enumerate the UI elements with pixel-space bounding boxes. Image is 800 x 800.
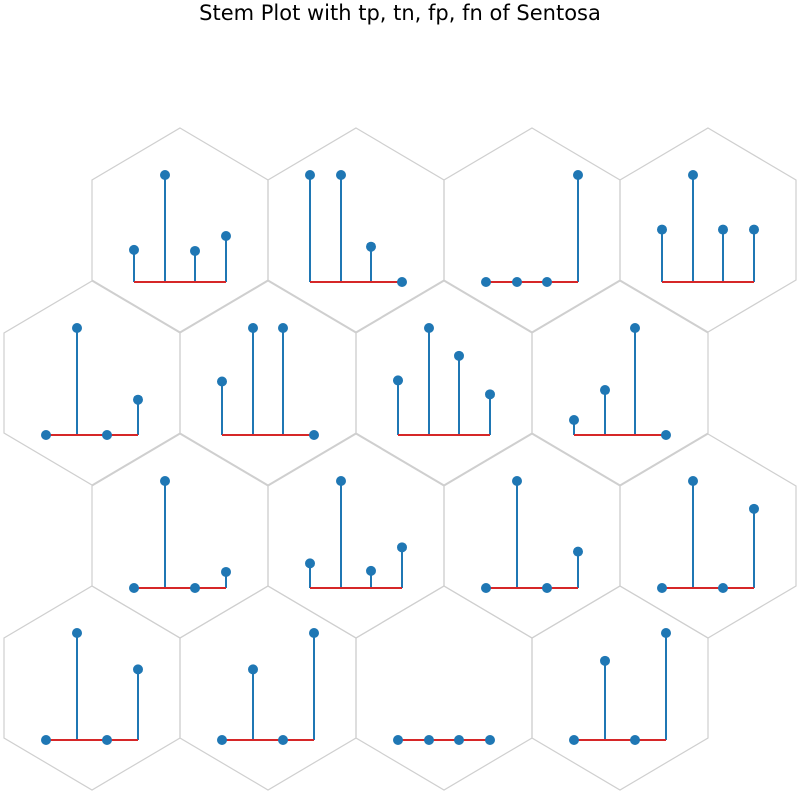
stem-marker (393, 735, 403, 745)
hexagon-frame (3, 585, 181, 791)
stem-marker (72, 628, 82, 638)
stem-cell (619, 433, 797, 639)
stem-marker (160, 170, 170, 180)
stem-marker (102, 430, 112, 440)
stem-marker (397, 542, 407, 553)
stem-marker (661, 628, 671, 638)
hexagon-frame (619, 127, 797, 333)
stem-marker (366, 241, 376, 252)
stem-marker (221, 230, 231, 241)
hexagon-frame (531, 585, 709, 791)
stem-marker (454, 735, 464, 745)
stem-marker (133, 664, 143, 675)
hexagon-frame (355, 585, 533, 791)
hexagon-frame (179, 280, 357, 486)
stem-marker (573, 170, 583, 180)
hexagon-frame (91, 127, 269, 333)
stem-marker (160, 476, 170, 486)
stem-marker (512, 476, 522, 486)
stem-marker (688, 476, 698, 486)
stem-marker (129, 244, 139, 255)
stem-marker (305, 170, 315, 180)
stem-marker (393, 375, 403, 386)
stem-marker (718, 583, 728, 593)
stem-marker (309, 628, 319, 638)
stem-marker (485, 735, 495, 745)
stem-marker (661, 430, 671, 440)
stem-cell (443, 127, 621, 333)
stem-cell (179, 585, 357, 791)
stem-marker (41, 430, 51, 440)
stem-marker (190, 583, 200, 593)
stem-marker (305, 558, 315, 569)
stem-marker (749, 503, 759, 514)
stem-marker (657, 583, 667, 593)
hexagon-frame (443, 127, 621, 333)
stem-marker (248, 323, 258, 333)
stem-cell (267, 433, 445, 639)
stem-cell (3, 280, 181, 486)
hexagon-frame (3, 280, 181, 486)
chart-title: Stem Plot with tp, tn, fp, fn of Sentosa (199, 1, 601, 25)
stem-marker (512, 277, 522, 287)
stem-cell (443, 433, 621, 639)
hexagon-frame (267, 433, 445, 639)
stem-marker (424, 735, 434, 745)
stem-marker (190, 245, 200, 256)
hexagon-frame (91, 433, 269, 639)
stem-marker (485, 389, 495, 400)
stem-cell (531, 585, 709, 791)
stem-marker (542, 277, 552, 287)
stem-marker (336, 476, 346, 486)
stem-marker (397, 277, 407, 287)
stem-marker (248, 664, 258, 675)
stem-marker (129, 583, 139, 593)
stem-marker (630, 735, 640, 745)
stem-cell (267, 127, 445, 333)
stem-marker (133, 394, 143, 405)
stem-marker (657, 224, 667, 235)
stem-marker (217, 735, 227, 745)
stem-marker (573, 546, 583, 557)
stem-marker (309, 430, 319, 440)
stem-marker (336, 170, 346, 180)
stem-cell (355, 585, 533, 791)
hexagon-frame (619, 433, 797, 639)
hexagon-frame (179, 585, 357, 791)
stem-cell (3, 585, 181, 791)
stem-marker (366, 565, 376, 576)
stem-cell (531, 280, 709, 486)
stem-marker (600, 655, 610, 666)
stem-marker (481, 583, 491, 593)
stem-marker (569, 735, 579, 745)
stem-marker (278, 323, 288, 333)
stem-cell (179, 280, 357, 486)
stem-cell (91, 433, 269, 639)
stem-marker (569, 415, 579, 426)
stem-marker (102, 735, 112, 745)
hexagon-frame (355, 280, 533, 486)
hexagon-frame (267, 127, 445, 333)
hexagon-frame (443, 433, 621, 639)
stem-cell (91, 127, 269, 333)
stem-marker (424, 323, 434, 333)
stem-marker (72, 323, 82, 333)
hexagon-frame (531, 280, 709, 486)
stem-marker (630, 323, 640, 333)
stem-cell (619, 127, 797, 333)
stem-marker (221, 566, 231, 577)
stem-marker (749, 224, 759, 235)
stem-marker (718, 224, 728, 235)
stem-marker (600, 385, 610, 396)
stem-marker (278, 735, 288, 745)
stem-marker (688, 170, 698, 180)
stem-marker (481, 277, 491, 287)
stem-marker (542, 583, 552, 593)
stem-marker (217, 376, 227, 387)
stem-marker (41, 735, 51, 745)
stem-cell (355, 280, 533, 486)
stem-marker (454, 350, 464, 361)
